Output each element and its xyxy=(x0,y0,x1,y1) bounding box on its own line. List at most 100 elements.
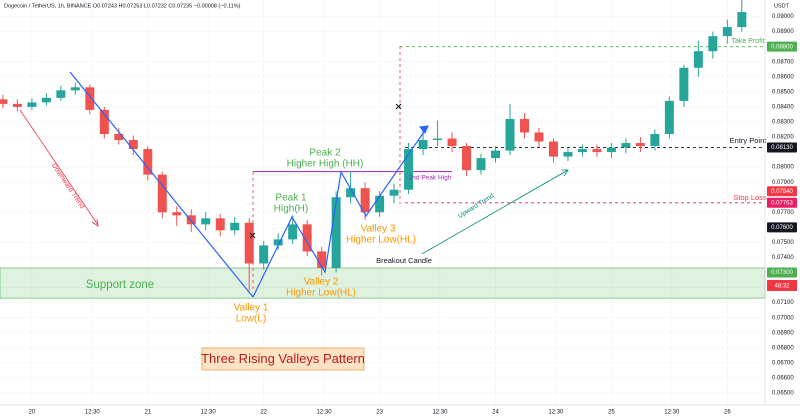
countdown: 48:32 xyxy=(774,284,790,290)
symbol-header: Dogecoin / TetherUS, 1h, BINANCE O0.0724… xyxy=(4,3,241,9)
grid xyxy=(0,0,765,405)
candle-body xyxy=(56,90,66,98)
candle-body xyxy=(737,12,747,28)
candle-body xyxy=(0,99,8,104)
annotation: Breakout Candle xyxy=(376,256,432,265)
price-marker-label: 0.07600 xyxy=(771,225,793,231)
x-tick-label: 21 xyxy=(144,410,151,416)
x-tick-label: 12:30 xyxy=(201,410,217,416)
y-tick-label: 0.07400 xyxy=(772,255,794,261)
candle-body xyxy=(201,218,211,225)
y-tick-label: 0.06700 xyxy=(772,360,794,366)
annotation: Take Profit xyxy=(731,38,764,45)
candle-body xyxy=(99,109,109,134)
annotation: High(H) xyxy=(274,204,308,215)
candle-body xyxy=(708,36,718,52)
support-zone xyxy=(0,267,766,299)
pattern-title: Three Rising Valleys Pattern xyxy=(201,351,365,366)
y-tick-label: 0.06500 xyxy=(772,391,794,397)
candle-body xyxy=(331,197,341,268)
candle-body xyxy=(679,67,689,101)
candle-body xyxy=(534,132,544,142)
annotation: Peak 1 xyxy=(275,193,307,204)
candle-body xyxy=(157,174,167,213)
y-tick-label: 0.06900 xyxy=(772,330,794,336)
candle-body xyxy=(592,149,602,153)
y-tick-label: 0.07500 xyxy=(772,240,794,246)
annotation: Peak 2 xyxy=(309,148,341,159)
x-tick-label: 22 xyxy=(260,410,267,416)
candle-body xyxy=(433,138,443,141)
downtrend-arrow xyxy=(19,109,99,226)
y-tick-label: 0.07700 xyxy=(772,210,794,216)
candle-body xyxy=(650,133,660,147)
candle-body xyxy=(722,27,732,37)
candle-body xyxy=(491,150,501,159)
candle-body xyxy=(418,140,428,150)
y-tick-label: 0.08300 xyxy=(772,120,794,126)
price-marker xyxy=(767,142,797,153)
candle-body xyxy=(12,103,22,107)
y-tick-label: 0.08900 xyxy=(772,29,794,35)
price-marker xyxy=(767,267,797,278)
annotation: 2nd Peak High xyxy=(409,175,452,182)
annotation: Higher Low(HL) xyxy=(346,235,416,246)
y-tick-label: 0.06600 xyxy=(772,375,794,381)
drawings xyxy=(19,46,569,298)
arrow-head xyxy=(91,218,99,227)
candle-body xyxy=(259,245,269,264)
candle-body xyxy=(186,215,196,225)
y-tick-label: 0.08600 xyxy=(772,74,794,80)
price-marker xyxy=(767,41,797,52)
candle-body xyxy=(505,118,515,151)
candle-body xyxy=(114,133,124,141)
y-tick-label: 0.08200 xyxy=(772,135,794,141)
candle-body xyxy=(302,224,312,252)
arrow-head xyxy=(561,169,569,177)
pattern-zigzag xyxy=(252,125,429,298)
candle-body xyxy=(447,138,457,147)
price-marker-label: 0.07300 xyxy=(771,270,793,276)
y-tick-label: 0.06800 xyxy=(772,345,794,351)
candle-body xyxy=(317,251,327,268)
label-box xyxy=(372,254,436,267)
x-marker xyxy=(249,232,256,239)
x-tick-label: 24 xyxy=(492,410,499,416)
candle-body xyxy=(404,149,414,190)
x-tick-label: 12:30 xyxy=(317,410,333,416)
candle-body xyxy=(462,146,472,171)
price-marker-label: 0.08800 xyxy=(771,44,793,50)
countdown-box xyxy=(767,280,797,291)
candle-body xyxy=(244,222,254,264)
annotation: Higher High (HH) xyxy=(287,159,364,170)
price-marker-label: 0.07840 xyxy=(771,189,793,195)
annotation: Valley 3 xyxy=(361,224,396,235)
annotation: Entry Point xyxy=(730,136,768,145)
x-tick-label: 12:30 xyxy=(432,410,448,416)
candle-body xyxy=(41,97,51,103)
candle-body xyxy=(635,143,645,147)
candle-body xyxy=(360,188,370,213)
candles xyxy=(0,0,747,291)
y-tick-label: 0.08400 xyxy=(772,104,794,110)
uptrend-arrow xyxy=(407,169,569,263)
candle-body xyxy=(664,100,674,134)
annotation: Stop Loss xyxy=(733,193,767,202)
y-tick-label: 0.08000 xyxy=(772,165,794,171)
annotation: Support zone xyxy=(86,279,154,291)
candle-body xyxy=(606,147,616,153)
downtrend-line xyxy=(69,71,254,298)
candle-body xyxy=(548,141,558,157)
candle-body xyxy=(476,158,486,171)
x-marker xyxy=(395,103,402,110)
candle-body xyxy=(577,149,587,153)
price-marker-label: 0.08130 xyxy=(771,145,793,151)
currency: USDT xyxy=(774,3,790,9)
y-tick-label: 0.07000 xyxy=(772,315,794,321)
candle-body xyxy=(375,195,385,213)
title-box xyxy=(201,347,365,371)
y-tick-label: 0.08700 xyxy=(772,59,794,65)
candle-body xyxy=(346,188,356,198)
candle-body xyxy=(288,224,298,240)
